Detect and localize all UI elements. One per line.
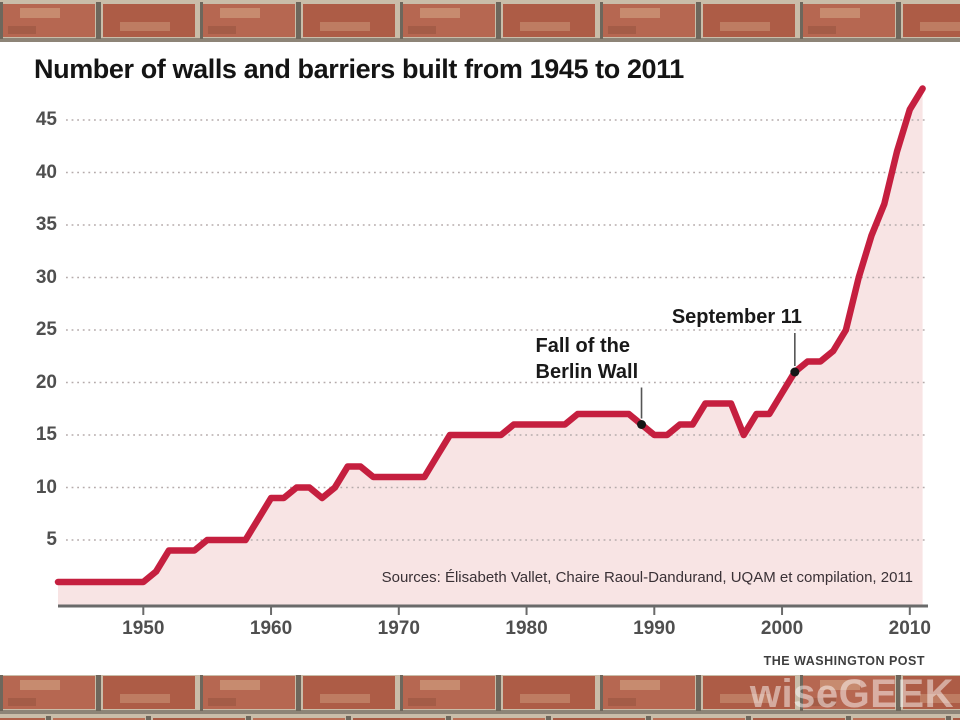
annotation-dot [637,420,647,429]
data-line [54,85,926,586]
annotation-dot [790,367,800,377]
wisegeek-watermark: wiseGEEK [749,672,954,716]
area-fill [58,88,923,606]
